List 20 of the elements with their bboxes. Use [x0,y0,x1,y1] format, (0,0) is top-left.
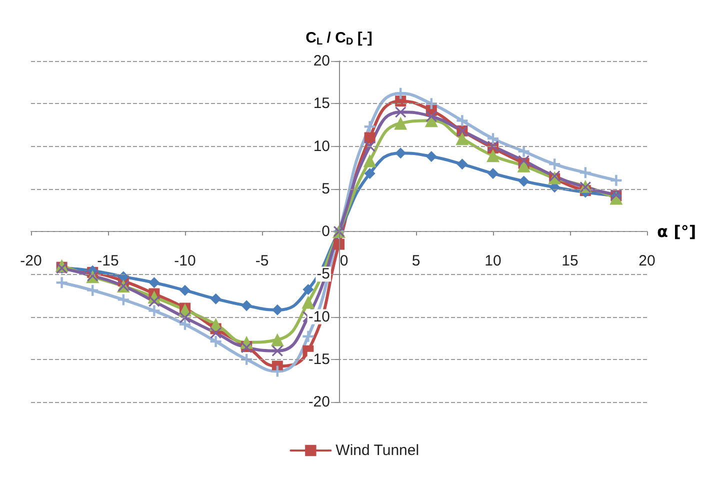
y-tick-label: -15 [308,350,330,368]
y-tick-label: 0 [322,223,330,240]
y-tick-label: -20 [308,394,330,410]
y-tick-label: 5 [322,180,330,198]
x-tick-label: -10 [174,252,196,270]
y-tick-label: 20 [313,52,330,70]
y-tick-label: -10 [308,308,330,326]
x-tick-label: 5 [412,252,420,270]
x-axis-title: α [°] [657,222,696,241]
x-tick-label: 15 [562,252,578,270]
y-tick-label: 15 [313,95,330,112]
x-tick-label: 20 [638,252,656,270]
x-tick-label: -5 [255,252,269,270]
x-tick-label: -15 [97,252,119,270]
x-tick-label: 10 [484,252,502,270]
x-tick-label: 0 [340,252,348,270]
legend-label: Wind Tunnel [336,442,420,459]
y-tick-label: -5 [316,266,330,283]
y-tick-label: 10 [313,138,330,155]
x-tick-label: -20 [20,252,42,270]
